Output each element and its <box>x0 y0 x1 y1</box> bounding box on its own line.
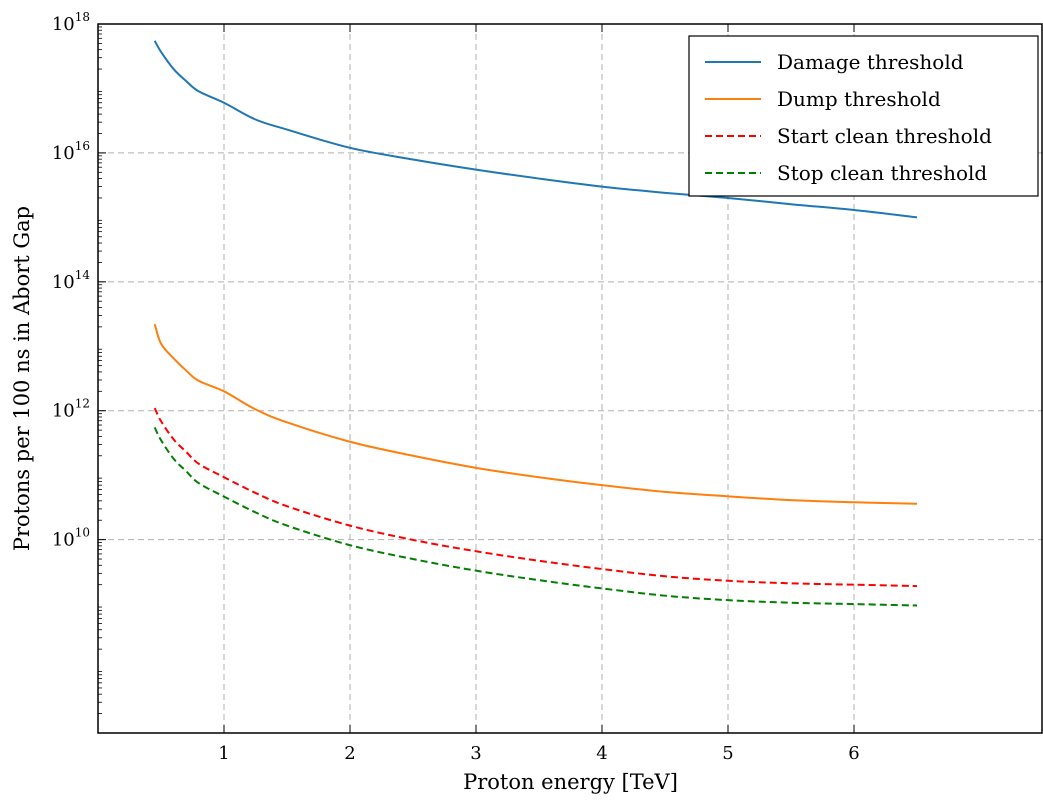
y-tick-label: 1010 <box>52 526 90 551</box>
y-tick-label: 1014 <box>52 268 91 293</box>
x-tick-label: 2 <box>344 743 355 764</box>
y-axis-label: Protons per 100 ns in Abort Gap <box>10 206 34 551</box>
x-axis-label: Proton energy [TeV] <box>463 770 678 794</box>
x-tick-label: 1 <box>218 743 229 764</box>
x-tick-label: 4 <box>596 743 607 764</box>
x-tick-label: 6 <box>848 743 859 764</box>
y-tick-label: 1012 <box>52 397 90 422</box>
tick-layer: 1 2 3 4 5 6 1010 1012 1014 1016 1018 <box>52 10 860 764</box>
grid-layer <box>98 24 1043 733</box>
legend-label: Start clean threshold <box>777 124 992 148</box>
series-layer <box>153 40 918 607</box>
y-tick-label: 1018 <box>52 10 90 35</box>
x-tick-label: 3 <box>470 743 481 764</box>
legend-label: Damage threshold <box>777 50 964 74</box>
series-line-start-clean-threshold <box>153 407 918 588</box>
legend-label: Dump threshold <box>777 87 941 111</box>
y-tick-label: 1016 <box>52 139 90 164</box>
plot-frame <box>97 23 1043 734</box>
series-line-dump-threshold <box>153 323 918 505</box>
series-line-damage-threshold <box>153 40 918 219</box>
series-line-stop-clean-threshold <box>153 427 918 607</box>
legend-label: Stop clean threshold <box>777 161 987 185</box>
x-tick-label: 5 <box>722 743 733 764</box>
legend: Damage threshold Dump threshold Start clea… <box>688 35 1039 197</box>
